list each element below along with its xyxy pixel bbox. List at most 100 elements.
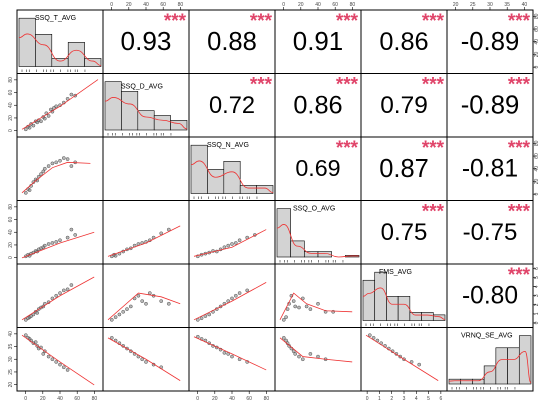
axis-tick-label: 60 [8,90,14,96]
variable-label: SSQ_T_AVG [35,15,76,22]
scatter-point [46,164,51,168]
axis-tick-label: 20 [534,178,540,184]
axis-tick-label: 20 [126,2,132,8]
histogram-bar [153,115,171,131]
significance-stars: *** [422,138,445,159]
scatter-point [110,336,114,340]
scatter-r5-c1 [107,336,181,381]
histogram-bar [409,312,422,321]
fit-line [21,276,95,321]
axis-tick-label: 40 [534,166,540,172]
scatter-r4-c3 [279,292,353,322]
histogram-bar [397,296,411,321]
scatter-point [58,238,62,243]
variable-label: SSQ_O_AVG [293,206,335,213]
scatter-point [27,188,32,192]
axis-tick-label: 20 [8,115,14,121]
scatter-r5-c4 [365,333,439,381]
scatter-point [31,180,36,184]
fit-line [279,292,353,321]
scatter-point [291,299,296,303]
density-curve [362,287,446,320]
scatter-point [222,351,227,355]
scatter-point [50,161,55,166]
scatter-r5-c2 [193,334,267,371]
scatter-point [69,227,74,232]
variable-label: VRNQ_SE_AVG [461,333,513,340]
axis-tick-label: 35 [504,2,510,8]
scatter-point [58,362,62,367]
cell-frame-r2-c1 [102,136,190,201]
density-curve [18,33,102,66]
scatter-point [125,307,129,311]
scatter-point [33,340,38,344]
scatter-point [35,311,40,315]
axis-tick-label: 0 [534,66,540,69]
correlation-cell: -0.81*** [462,138,531,183]
scatter-r4-c0 [21,276,95,322]
histogram-bar [374,271,387,321]
axis-tick-label: 40 [534,39,540,45]
correlation-value: 0.93 [121,26,172,56]
axis-tick-label: 0 [534,193,540,196]
fit-line [21,79,99,130]
scatter-r1-c0 [21,79,99,132]
fit-line [21,334,95,386]
correlation-value: 0.86 [293,91,342,119]
histogram-bar [304,251,319,258]
fit-line [21,161,91,194]
scatter-point [159,299,163,303]
axis-tick-label: 0 [8,129,14,132]
fit-line [107,225,181,257]
axis-tick-label: 20 [40,396,46,402]
significance-stars: *** [508,265,531,286]
scatter-r4-c2 [193,282,267,322]
scatter-point [128,304,133,309]
correlation-cell: 0.86*** [379,11,444,56]
correlation-cell: 0.79*** [380,75,444,120]
significance-stars: *** [336,75,359,96]
axis-tick-label: 5 [534,276,540,279]
scatter-point [293,352,298,356]
scatter-point [207,312,211,317]
axis-tick-label: 60 [534,153,540,159]
scatter-point [50,296,55,301]
scatter-point [409,360,414,364]
axis-tick-label: 20 [534,51,540,57]
axis-tick-label: 80 [534,13,540,19]
correlation-cell: 0.88*** [207,11,272,56]
scatter-r5-c0 [21,333,95,386]
axis-tick-label: 20 [8,242,14,248]
cell-frame-r5-c0 [16,327,104,392]
axis-tick-label: 2 [534,303,540,306]
axis-tick-label: 80 [264,396,270,402]
axis-tick-label: 60 [74,396,80,402]
axis-tick-label: 40 [57,396,63,402]
histogram-ssq-o-avg: SSQ_O_AVG [276,206,360,263]
histogram-bar [362,279,376,321]
histogram-bar [121,91,139,131]
histogram-bar [67,42,85,67]
correlation-value: -0.80 [462,283,518,310]
correlation-cell: -0.75*** [463,202,531,246]
significance-stars: *** [336,138,359,159]
histogram-bar [51,58,69,67]
scatter-point [230,296,234,301]
scatter-point [39,172,43,176]
axis-tick-label: 40 [8,229,14,235]
fit-line [21,231,95,259]
significance-stars: *** [508,11,531,32]
scatter-point [367,333,372,337]
axis-tick-label: 80 [92,396,98,402]
scatter-point [58,291,62,295]
scatter-point [54,104,59,109]
correlation-cell: 0.87*** [379,138,444,183]
density-curve [190,160,274,193]
scatter-point [147,291,152,295]
scatter-point [297,305,301,310]
correlation-cell: 0.91*** [293,11,359,56]
significance-stars: *** [422,202,445,223]
scatter-point [46,242,51,246]
variable-label: SSQ_D_AVG [121,84,163,91]
scatter-point [316,354,320,359]
